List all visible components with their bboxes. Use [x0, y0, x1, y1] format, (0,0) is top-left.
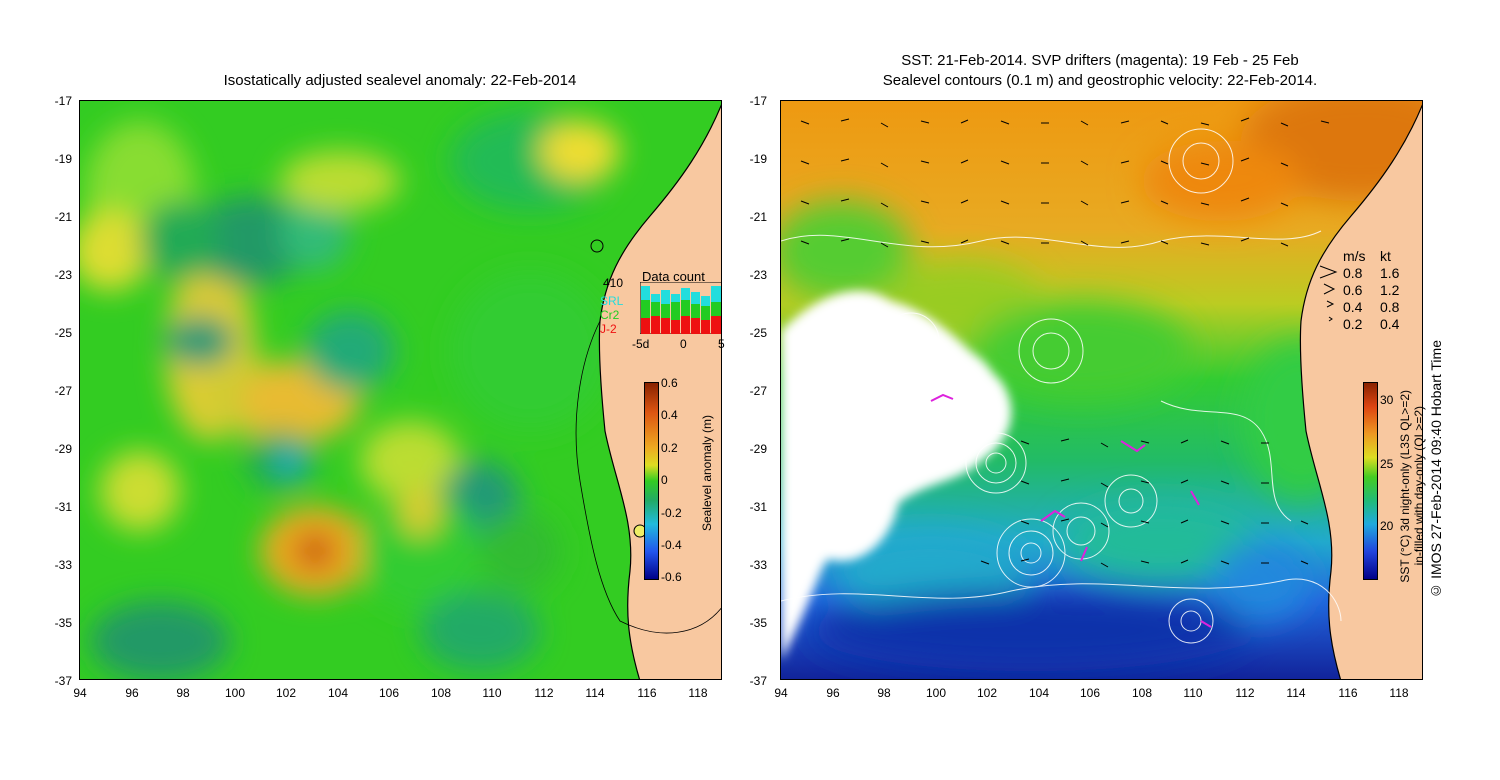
speed-legend-ms-value: 0.4	[1343, 299, 1363, 315]
right-y-tick: -37	[749, 674, 767, 688]
right-x-tick: 108	[1131, 686, 1153, 700]
satellite-label-srl: SRL	[600, 294, 624, 308]
right-x-tick: 94	[774, 686, 788, 700]
sealevel-colorbar-tick: 0	[661, 473, 668, 487]
left-x-tick: 116	[637, 686, 657, 700]
sealevel-anomaly-field	[80, 101, 721, 679]
right-panel-title-line2: Sealevel contours (0.1 m) and geostrophi…	[882, 72, 1318, 89]
right-y-tick: -31	[749, 500, 767, 514]
speed-legend-kt-value: 1.2	[1380, 282, 1400, 298]
sealevel-colorbar-label: Sealevel anomaly (m)	[700, 415, 714, 532]
right-x-tick: 102	[976, 686, 998, 700]
right-x-tick: 100	[925, 686, 947, 700]
satellite-label-cr2: Cr2	[600, 308, 620, 322]
data-count-tick: -5d	[632, 337, 650, 351]
right-x-tick: 106	[1079, 686, 1101, 700]
right-y-tick: -23	[749, 268, 767, 282]
speed-legend-ms-value: 0.2	[1343, 316, 1363, 332]
left-x-tick: 94	[73, 686, 87, 700]
left-x-tick: 98	[176, 686, 190, 700]
sst-colorbar-tick: 30	[1380, 393, 1394, 407]
right-x-tick: 110	[1183, 686, 1203, 700]
sealevel-colorbar-tick: 0.4	[661, 408, 678, 422]
sealevel-colorbar-tick: -0.6	[661, 570, 682, 584]
right-y-tick: -25	[749, 326, 767, 340]
left-y-tick: -35	[54, 616, 72, 630]
left-y-tick: -27	[54, 384, 72, 398]
imos-credit: © IMOS 27-Feb-2014 09:40 Hobart Time	[1428, 340, 1444, 599]
left-x-tick: 106	[378, 686, 400, 700]
sealevel-colorbar-tick: -0.2	[661, 506, 682, 520]
right-x-tick: 118	[1389, 686, 1409, 700]
right-y-tick: -21	[749, 210, 767, 224]
sealevel-colorbar-tick: 0.2	[661, 441, 678, 455]
sst-colorbar-tick: 25	[1380, 457, 1394, 471]
sst-colorbar-scale	[1363, 382, 1378, 580]
left-x-tick: 112	[534, 686, 554, 700]
right-y-tick: -29	[749, 442, 767, 456]
right-x-tick: 116	[1338, 686, 1358, 700]
speed-legend-header-ms: m/s	[1343, 248, 1366, 264]
speed-legend-ms-value: 0.6	[1343, 282, 1363, 298]
left-y-tick: -31	[54, 500, 72, 514]
sealevel-colorbar-tick: 0.6	[661, 376, 678, 390]
left-y-tick: -21	[54, 210, 72, 224]
sealevel-colorbar-tick: -0.4	[661, 538, 682, 552]
data-count-total: 410	[603, 276, 624, 290]
left-y-tick: -37	[54, 674, 72, 688]
left-y-tick: -29	[54, 442, 72, 456]
right-x-tick: 104	[1028, 686, 1050, 700]
left-y-tick: -23	[54, 268, 72, 282]
speed-legend-kt-value: 0.8	[1380, 299, 1400, 315]
data-count-tick: 5	[718, 337, 725, 351]
sst-colorbar-label-line2: in-filled with day-only (QL>=2)	[1412, 406, 1426, 566]
left-x-tick: 96	[125, 686, 139, 700]
left-x-tick: 104	[327, 686, 349, 700]
satellite-label-j2: J-2	[600, 322, 617, 336]
right-x-tick: 112	[1235, 686, 1255, 700]
left-x-tick: 108	[430, 686, 452, 700]
left-x-tick: 118	[688, 686, 708, 700]
data-count-title: Data count	[642, 269, 705, 284]
right-y-tick: -33	[749, 558, 767, 572]
data-count-histogram	[640, 282, 722, 334]
sealevel-anomaly-map[interactable]	[79, 100, 722, 680]
left-x-tick: 110	[482, 686, 502, 700]
left-y-tick: -33	[54, 558, 72, 572]
sst-field	[781, 101, 1422, 679]
right-y-tick: -19	[749, 152, 767, 166]
left-panel-title: Isostatically adjusted sealevel anomaly:…	[223, 72, 577, 89]
right-y-tick: -35	[749, 616, 767, 630]
sst-colorbar-tick: 20	[1380, 519, 1394, 533]
left-y-tick: -17	[54, 94, 72, 108]
sealevel-colorbar-scale	[644, 382, 659, 580]
sst-colorbar-label-line1: SST (°C) 3d night-only (L3S QL>=2)	[1398, 390, 1412, 583]
sst-map[interactable]	[780, 100, 1423, 680]
right-panel-title-line1: SST: 21-Feb-2014. SVP drifters (magenta)…	[901, 52, 1299, 69]
left-x-tick: 102	[275, 686, 297, 700]
velocity-arrows	[800, 117, 1330, 568]
left-x-tick: 100	[224, 686, 246, 700]
right-y-tick: -27	[749, 384, 767, 398]
left-y-tick: -19	[54, 152, 72, 166]
speed-legend-header-kt: kt	[1380, 248, 1391, 264]
speed-legend-kt-value: 1.6	[1380, 265, 1400, 281]
right-x-tick: 98	[877, 686, 891, 700]
right-y-tick: -17	[749, 94, 767, 108]
speed-legend-ms-value: 0.8	[1343, 265, 1363, 281]
speed-legend-arrows	[1319, 265, 1338, 322]
right-x-tick: 114	[1286, 686, 1306, 700]
left-y-tick: -25	[54, 326, 72, 340]
data-count-tick: 0	[680, 337, 687, 351]
right-x-tick: 96	[826, 686, 840, 700]
left-x-tick: 114	[585, 686, 605, 700]
speed-legend-kt-value: 0.4	[1380, 316, 1400, 332]
